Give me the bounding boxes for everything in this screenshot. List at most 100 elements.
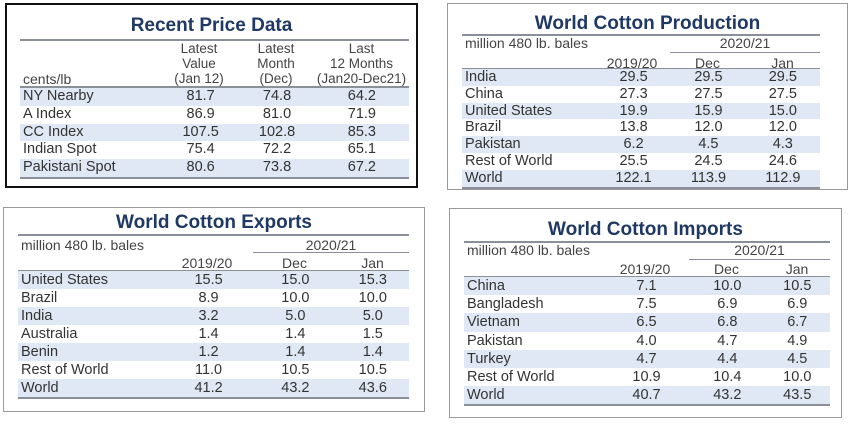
cell-value: 107.5 xyxy=(182,123,219,140)
cell-value: 10.5 xyxy=(358,362,387,378)
cell-value: 24.5 xyxy=(694,153,723,169)
cell-value: 122.1 xyxy=(615,169,652,186)
cell-value: 15.0 xyxy=(768,102,797,119)
cell-value: 64.2 xyxy=(347,88,376,104)
column-header: Dec xyxy=(282,255,307,271)
cell-value: 40.7 xyxy=(632,387,661,404)
cell-value: 7.5 xyxy=(636,296,657,313)
cell-value: 6.9 xyxy=(787,296,808,313)
divider xyxy=(20,86,409,88)
column-header: Jan xyxy=(771,55,794,71)
cell-value: 7.1 xyxy=(636,278,657,294)
cell-value: 43.5 xyxy=(783,387,812,404)
row-label: China xyxy=(467,278,505,294)
unit-label: million 480 lb. bales xyxy=(465,35,588,51)
cell-value: 75.4 xyxy=(186,141,215,158)
cell-value: 10.0 xyxy=(358,290,387,306)
column-header: Month xyxy=(257,56,295,71)
table-row: Rest of World 11.0 10.5 10.5 xyxy=(18,361,409,379)
column-header: Latest xyxy=(257,41,295,56)
cell-value: 4.9 xyxy=(787,332,808,349)
cell-value: 1.2 xyxy=(198,344,219,360)
table-row: United States 15.5 15.0 15.3 xyxy=(18,271,409,289)
season-divider xyxy=(253,252,409,253)
row-label: Indian Spot xyxy=(23,141,97,158)
price-title: Recent Price Data xyxy=(130,15,293,36)
cell-value: 81.0 xyxy=(262,105,292,122)
cell-value: 6.7 xyxy=(787,314,808,331)
column-header: 2019/20 xyxy=(181,255,233,271)
table-row: NY Nearby 81.7 74.8 64.2 xyxy=(20,88,409,106)
table-row: Vietnam 6.5 6.8 6.7 xyxy=(464,313,830,332)
column-header: Dec xyxy=(714,261,739,277)
cell-value: 43.6 xyxy=(358,380,387,396)
divider xyxy=(18,234,409,236)
cell-value: 6.5 xyxy=(636,314,657,331)
cell-value: 25.5 xyxy=(619,153,648,169)
table-row: Rest of World 10.9 10.4 10.0 xyxy=(464,368,830,386)
cell-value: 1.4 xyxy=(285,344,306,360)
cell-value: 4.0 xyxy=(636,332,657,349)
column-header: 2019/20 xyxy=(619,261,671,277)
divider xyxy=(20,39,409,41)
row-label: Pakistan xyxy=(467,332,523,349)
table-row: CC Index 107.5 102.8 85.3 xyxy=(20,123,409,142)
cell-value: 29.5 xyxy=(694,69,723,85)
column-header: Last xyxy=(348,41,375,56)
row-label: Rest of World xyxy=(21,362,109,378)
imports-table: million 480 lb. bales 2020/21 2019/20 Dec Ja… xyxy=(464,209,830,417)
cell-value: 15.3 xyxy=(358,272,387,288)
cell-value: 85.3 xyxy=(347,123,376,140)
row-label: World xyxy=(465,169,503,186)
season-header: 2020/21 xyxy=(719,35,771,51)
column-header: (Jan 12) xyxy=(174,71,224,86)
column-header: (Dec) xyxy=(259,71,293,86)
table-row: Pakistan 4.0 4.7 4.9 xyxy=(464,332,830,350)
row-label: Pakistan xyxy=(465,136,521,153)
cell-value: 1.4 xyxy=(198,326,219,342)
divider xyxy=(18,270,409,271)
imports-title: World Cotton Imports xyxy=(548,219,743,240)
season-header: 2020/21 xyxy=(305,237,357,253)
cell-value: 81.7 xyxy=(186,88,215,104)
row-label: Rest of World xyxy=(465,153,553,169)
cell-value: 102.8 xyxy=(258,123,296,140)
cell-value: 71.9 xyxy=(347,105,376,122)
cell-value: 6.2 xyxy=(623,136,644,153)
cell-value: 113.9 xyxy=(690,169,727,186)
table-row: Brazil 13.8 12.0 12.0 xyxy=(462,119,820,136)
cell-value: 27.5 xyxy=(694,85,723,102)
row-label: Turkey xyxy=(467,350,511,367)
cell-value: 4.7 xyxy=(636,350,657,367)
cell-value: 1.5 xyxy=(362,326,383,342)
cell-value: 10.9 xyxy=(632,369,661,385)
cell-value: 4.3 xyxy=(772,136,793,153)
cell-value: 73.8 xyxy=(262,159,292,176)
imports-panel: World Cotton Imports million 480 lb. bale… xyxy=(449,208,842,418)
cell-value: 15.0 xyxy=(281,272,310,288)
row-label: A Index xyxy=(23,105,72,122)
row-label: China xyxy=(465,85,503,102)
table-row: World 122.1 113.9 112.9 xyxy=(462,169,820,187)
table-row: India 3.2 5.0 5.0 xyxy=(18,307,409,325)
cell-value: 19.9 xyxy=(619,102,648,119)
column-header: (Jan20-Dec21) xyxy=(316,71,407,86)
cell-value: 27.3 xyxy=(619,85,648,102)
cell-value: 43.2 xyxy=(281,380,310,396)
cell-value: 12.0 xyxy=(768,119,797,136)
row-label: Vietnam xyxy=(467,314,520,331)
table-row: China 7.1 10.0 10.5 xyxy=(464,277,830,296)
table-row: Brazil 8.9 10.0 10.0 xyxy=(18,289,409,307)
unit-label: cents/lb xyxy=(23,71,72,87)
row-label: World xyxy=(21,380,59,396)
cell-value: 80.6 xyxy=(186,159,215,176)
table-row: Pakistan 6.2 4.5 4.3 xyxy=(462,136,820,153)
exports-panel: World Cotton Exports million 480 lb. bale… xyxy=(3,207,425,412)
recent-price-panel: Recent Price Data cents/lb Latest Value (Jan… xyxy=(5,3,418,188)
table-row: India 29.5 29.5 29.5 xyxy=(462,69,820,86)
cell-value: 65.1 xyxy=(347,141,376,158)
season-header: 2020/21 xyxy=(734,242,785,258)
production-table: million 480 lb. bales 2020/21 2019/20 Dec Ja… xyxy=(462,4,820,189)
row-label: United States xyxy=(465,102,553,119)
row-label: Benin xyxy=(21,344,59,360)
